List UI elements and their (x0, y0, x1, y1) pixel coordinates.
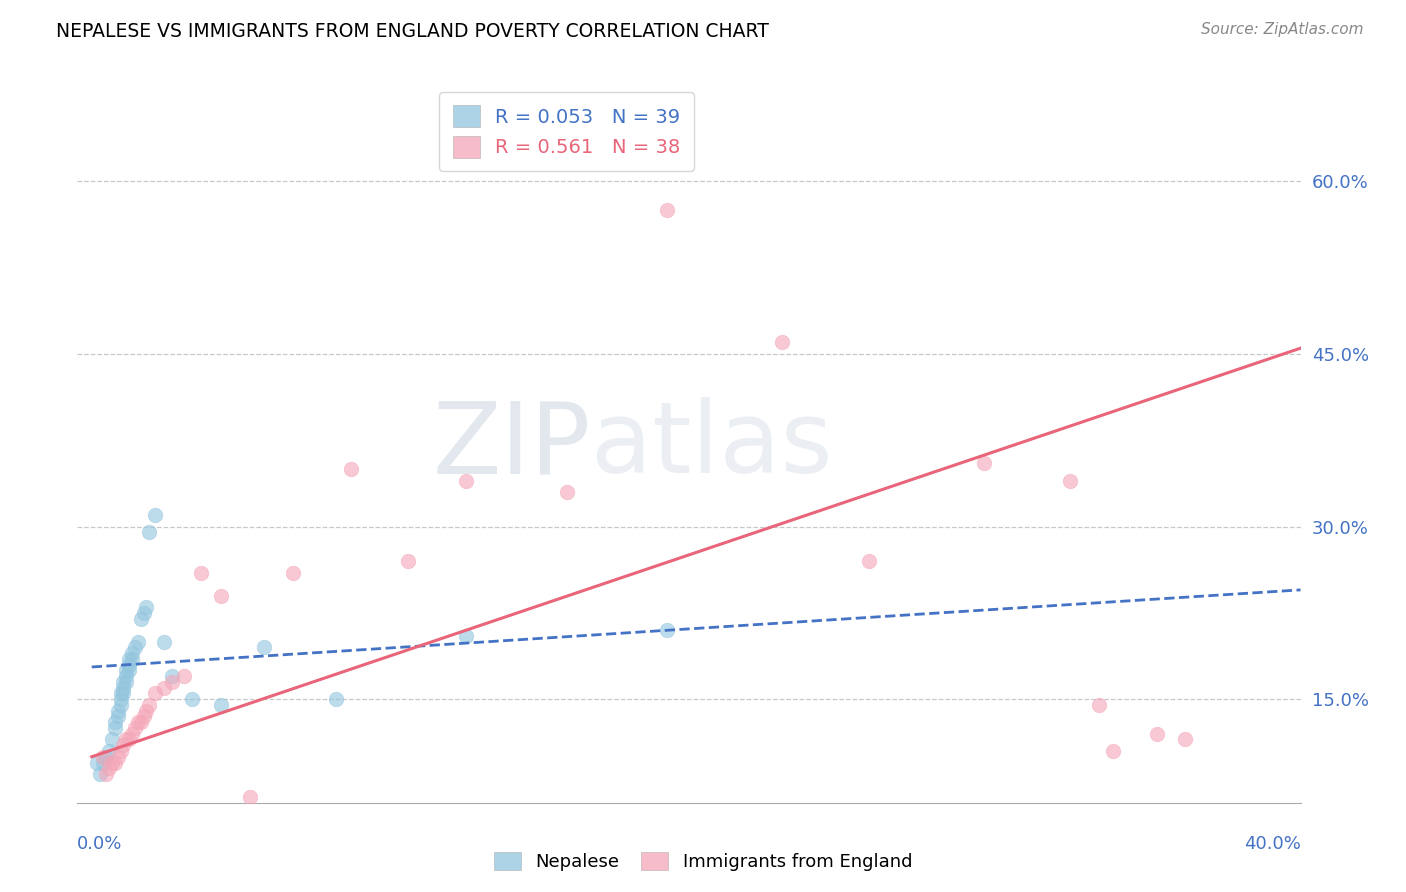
Point (112, 681, 135, 695)
Point (129, 612, 152, 626)
Point (112, 738, 135, 752)
Point (173, 669, 195, 683)
Point (283, 566, 305, 580)
Point (121, 652, 143, 666)
Point (98, 761, 121, 775)
Point (253, 640, 276, 655)
Point (454, 629, 477, 643)
Point (121, 727, 143, 741)
Y-axis label: Poverty: Poverty (0, 412, 8, 480)
Point (239, 790, 262, 805)
Point (181, 692, 204, 706)
Point (124, 721, 146, 735)
Point (124, 640, 146, 655)
Text: ZIP: ZIP (433, 398, 591, 494)
Point (91, 756, 114, 770)
Point (107, 709, 129, 723)
Point (973, 456, 995, 470)
Point (143, 686, 166, 700)
Point (115, 669, 138, 683)
Point (772, 335, 794, 350)
Point (143, 508, 166, 522)
Point (127, 634, 149, 648)
Point (89, 767, 111, 781)
Point (110, 744, 132, 758)
Point (94, 749, 117, 764)
Point (112, 686, 135, 700)
Point (110, 698, 132, 712)
Point (152, 634, 174, 648)
Point (132, 606, 155, 620)
Point (129, 715, 152, 730)
Point (454, 474, 477, 488)
Point (132, 709, 155, 723)
Point (339, 462, 361, 476)
Point (118, 664, 141, 678)
Text: NEPALESE VS IMMIGRANTS FROM ENGLAND POVERTY CORRELATION CHART: NEPALESE VS IMMIGRANTS FROM ENGLAND POVE… (56, 22, 769, 41)
Text: 0.0%: 0.0% (77, 835, 122, 853)
Point (101, 756, 124, 770)
Point (1088, 698, 1111, 712)
Point (1102, 744, 1125, 758)
Point (858, 554, 880, 568)
Point (209, 589, 232, 603)
Text: atlas: atlas (591, 398, 832, 494)
Point (135, 704, 157, 718)
Point (104, 756, 127, 770)
Point (110, 692, 132, 706)
Text: Source: ZipAtlas.com: Source: ZipAtlas.com (1201, 22, 1364, 37)
Point (101, 732, 124, 747)
Point (115, 732, 138, 747)
Point (657, 623, 679, 637)
Point (135, 600, 157, 615)
Point (1059, 474, 1081, 488)
Point (115, 675, 138, 690)
Point (1174, 732, 1197, 747)
Point (657, 202, 679, 217)
Point (118, 732, 141, 747)
Legend: Nepalese, Immigrants from England: Nepalese, Immigrants from England (486, 845, 920, 879)
Point (86, 756, 108, 770)
Point (127, 715, 149, 730)
Text: 40.0%: 40.0% (1244, 835, 1301, 853)
Point (91, 749, 114, 764)
Point (104, 715, 127, 730)
Point (555, 485, 578, 500)
Point (107, 749, 129, 764)
Legend: R = 0.053   N = 39, R = 0.561   N = 38: R = 0.053 N = 39, R = 0.561 N = 38 (439, 92, 695, 171)
Point (396, 554, 419, 568)
Point (118, 652, 141, 666)
Point (112, 675, 135, 690)
Point (152, 681, 174, 695)
Point (110, 686, 132, 700)
Point (325, 692, 347, 706)
Point (98, 744, 121, 758)
Point (162, 675, 184, 690)
Point (115, 664, 138, 678)
Point (1146, 727, 1168, 741)
Point (138, 525, 160, 540)
Point (107, 704, 129, 718)
Point (162, 669, 184, 683)
Point (94, 767, 117, 781)
Point (118, 657, 141, 672)
Point (121, 646, 143, 660)
Point (209, 698, 232, 712)
Point (104, 721, 127, 735)
Point (190, 566, 212, 580)
Point (138, 698, 160, 712)
